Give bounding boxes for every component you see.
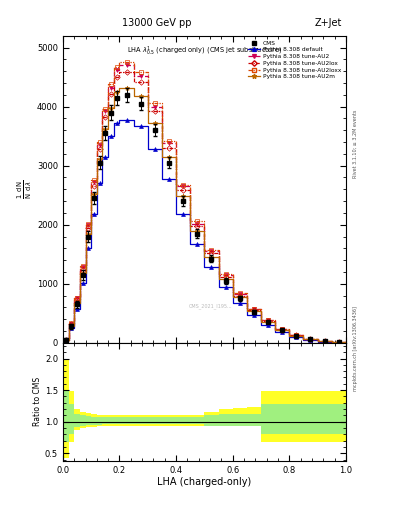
Y-axis label: Ratio to CMS: Ratio to CMS [33, 377, 42, 426]
Text: Rivet 3.1.10; ≥ 3.2M events: Rivet 3.1.10; ≥ 3.2M events [353, 109, 358, 178]
Y-axis label: $\frac{1}{\mathrm{N}}\,\frac{\mathrm{d}\mathrm{N}}{\mathrm{d}\lambda}$: $\frac{1}{\mathrm{N}}\,\frac{\mathrm{d}\… [16, 180, 34, 199]
Text: CMS_2021_I195...: CMS_2021_I195... [188, 303, 232, 309]
Text: mcplots.cern.ch [arXiv:1306.3436]: mcplots.cern.ch [arXiv:1306.3436] [353, 306, 358, 391]
Legend: CMS, Pythia 8.308 default, Pythia 8.308 tune-AU2, Pythia 8.308 tune-AU2lox, Pyth: CMS, Pythia 8.308 default, Pythia 8.308 … [246, 39, 343, 81]
Text: LHA $\lambda^{1}_{0.5}$ (charged only) (CMS jet substructure): LHA $\lambda^{1}_{0.5}$ (charged only) (… [127, 45, 282, 58]
X-axis label: LHA (charged-only): LHA (charged-only) [157, 477, 252, 487]
Text: 13000 GeV pp: 13000 GeV pp [123, 18, 192, 28]
Text: Z+Jet: Z+Jet [314, 18, 342, 28]
